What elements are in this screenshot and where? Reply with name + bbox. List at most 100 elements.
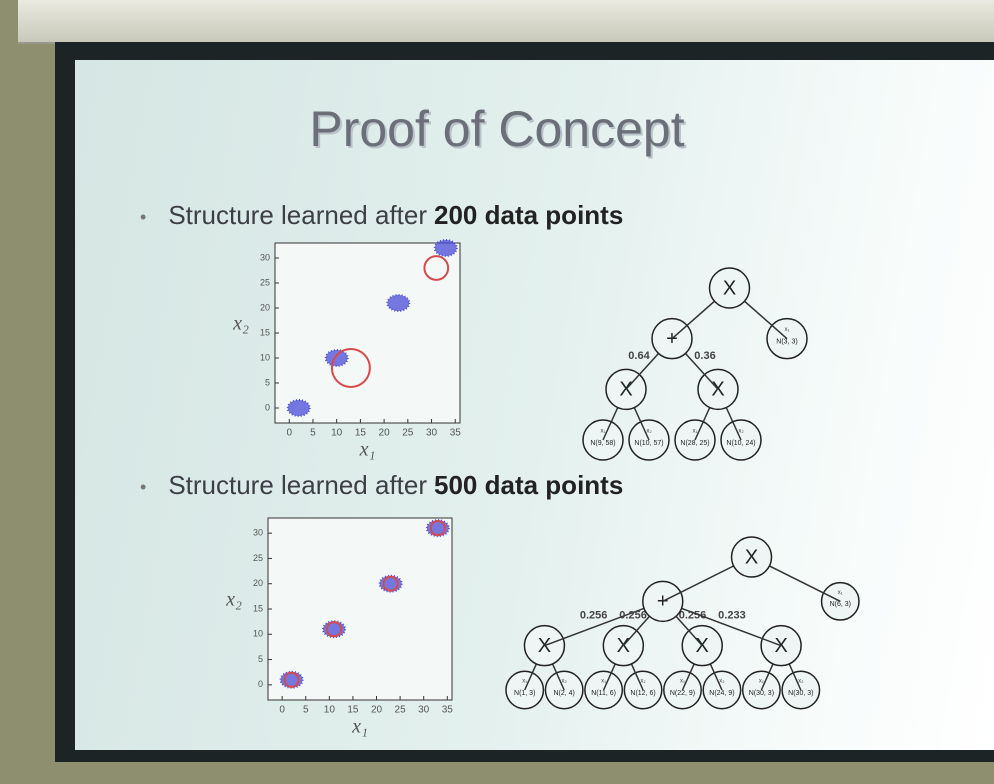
x-tick-label: 30 <box>426 428 438 439</box>
edge-weight: 0.64 <box>628 350 650 362</box>
y-tick-label: 5 <box>265 377 270 387</box>
y-tick-label: 25 <box>253 553 263 563</box>
y-axis-label: x₂ <box>225 589 242 611</box>
node-label: N(9, 58) <box>590 440 615 447</box>
node-label: N(3, 3) <box>776 339 797 346</box>
node-label: N(1, 3) <box>514 690 535 697</box>
x-tick-label: 30 <box>418 705 430 716</box>
node-label: N(24, 9) <box>709 690 734 697</box>
tree-node <box>708 267 751 309</box>
tree-node <box>730 536 773 578</box>
node-label: + <box>666 328 678 350</box>
node-label: X <box>696 635 709 657</box>
edge-weight: 0.233 <box>718 609 746 621</box>
x-tick-label: 0 <box>286 428 292 439</box>
node-label: N(12, 6) <box>630 690 655 697</box>
node-variable: x₂ <box>561 679 567 685</box>
node-label: N(22, 9) <box>670 690 695 697</box>
tree-edge <box>544 600 664 647</box>
bullet-bold: 200 data points <box>434 200 624 230</box>
y-tick-label: 20 <box>253 578 263 588</box>
node-label: N(28, 25) <box>680 440 709 447</box>
node-variable: x₂ <box>798 679 804 685</box>
data-cluster <box>286 399 311 417</box>
node-label: X <box>538 635 551 657</box>
y-tick-label: 20 <box>260 302 270 312</box>
node-label: N(10, 57) <box>634 440 663 447</box>
y-tick-label: 15 <box>253 603 263 613</box>
highlight-circle <box>429 520 446 537</box>
y-tick-label: 25 <box>260 277 270 287</box>
highlight-circle <box>283 671 300 688</box>
node-label: X <box>619 379 632 401</box>
y-tick-label: 10 <box>253 629 263 639</box>
edge-weight: 0.256 <box>679 609 707 621</box>
node-variable: x₁ <box>600 429 605 435</box>
edge-weight: 0.36 <box>694 350 715 362</box>
plot-area <box>267 517 453 701</box>
x-tick-label: 10 <box>324 705 336 716</box>
x-tick-label: 15 <box>355 428 367 439</box>
node-variable: x₂ <box>738 429 744 435</box>
node-label: X <box>617 635 630 657</box>
plot-area <box>274 242 461 424</box>
node-label: N(10, 24) <box>726 440 755 447</box>
node-label: N(2, 4) <box>553 690 574 697</box>
y-tick-label: 0 <box>265 402 270 412</box>
slide-title: Proof of Concept <box>309 101 685 157</box>
node-variable: x₂ <box>719 679 725 685</box>
x-tick-label: 25 <box>395 705 407 716</box>
y-tick-label: 30 <box>253 528 263 538</box>
node-variable: x₁ <box>522 679 527 685</box>
bullet-text: Structure learned after <box>168 200 428 230</box>
node-label: N(11, 6) <box>591 690 616 697</box>
x-tick-label: 25 <box>402 428 414 439</box>
y-tick-label: 0 <box>258 679 263 689</box>
node-label: X <box>711 379 724 401</box>
x-tick-label: 35 <box>450 428 462 439</box>
bullet-bold: 500 data points <box>434 470 624 500</box>
node-variable: x₁ <box>692 429 697 435</box>
node-variable: x₁ <box>680 679 685 685</box>
y-axis-label: x₂ <box>232 313 249 335</box>
x-axis-label: x₁ <box>351 716 368 738</box>
node-variable: x₁ <box>601 679 606 685</box>
x-tick-label: 20 <box>379 428 391 439</box>
node-variable: x₂ <box>646 429 652 435</box>
x-tick-label: 5 <box>303 705 309 716</box>
node-label: N(30, 3) <box>749 690 774 697</box>
highlight-circle <box>330 348 371 388</box>
node-variable: x₁ <box>759 679 764 685</box>
x-tick-label: 10 <box>331 428 343 439</box>
x-axis-label: x₁ <box>359 439 376 461</box>
data-cluster <box>433 239 458 257</box>
edge-weight: 0.256 <box>580 609 608 621</box>
data-cluster <box>386 294 411 312</box>
y-tick-label: 10 <box>260 352 270 362</box>
highlight-circle <box>423 255 450 281</box>
node-label: X <box>774 635 787 657</box>
x-tick-label: 20 <box>371 705 383 716</box>
node-label: X <box>745 546 758 568</box>
highlight-circle <box>382 575 399 592</box>
bullet-text: Structure learned after <box>168 470 428 500</box>
tree: N(1, 3) x₁ N(2, 4) x₂ X N(11, 6) x₁ N(12, 6) x₂ X… <box>505 536 860 710</box>
x-tick-label: 15 <box>347 705 359 716</box>
tree: N(9, 58) x₁ N(10, 57) x₂ X N(28, 25) x₁ N(10, 2… <box>582 267 808 461</box>
y-tick-label: 15 <box>260 327 270 337</box>
node-variable: x₁ <box>784 327 789 333</box>
highlight-circle <box>325 621 343 638</box>
x-tick-label: 35 <box>442 705 454 716</box>
node-label: X <box>723 277 736 299</box>
node-variable: x₂ <box>640 679 646 685</box>
node-label: N(30, 3) <box>788 690 813 697</box>
data-cluster <box>324 349 349 367</box>
node-label: + <box>657 591 669 613</box>
y-tick-label: 30 <box>260 252 270 262</box>
node-variable: x₁ <box>838 590 843 596</box>
